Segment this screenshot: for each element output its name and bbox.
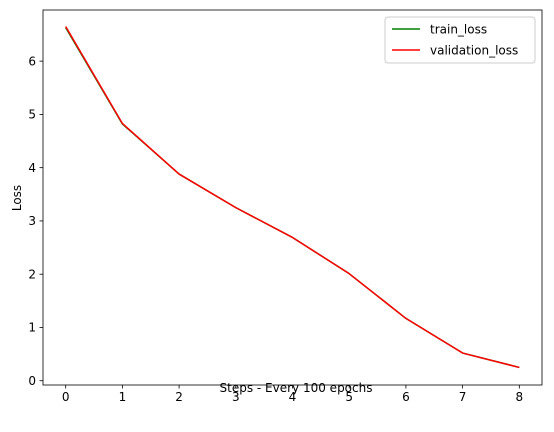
y-axis: 0 1 2 3 4 5 6 — [28, 54, 43, 388]
legend-label-train-loss: train_loss — [430, 22, 487, 36]
x-axis-label: Steps - Every 100 epochs — [220, 381, 373, 395]
legend-label-validation-loss: validation_loss — [430, 43, 518, 57]
x-tick-label: 0 — [62, 390, 70, 404]
series-line-validation-loss — [65, 26, 520, 369]
x-axis: 0 1 2 3 4 5 6 7 8 — [62, 385, 523, 404]
y-tick-label: 3 — [28, 214, 36, 228]
y-tick-label: 2 — [28, 267, 36, 281]
legend-frame — [384, 16, 536, 64]
x-tick-label: 7 — [459, 390, 467, 404]
y-tick-label: 1 — [28, 321, 36, 335]
x-tick-label: 2 — [175, 390, 183, 404]
y-tick-label: 6 — [28, 54, 36, 68]
y-tick-label: 4 — [28, 161, 36, 175]
legend: train_loss validation_loss — [384, 16, 536, 64]
x-tick-label: 5 — [345, 390, 353, 404]
x-tick-label: 6 — [402, 390, 410, 404]
x-tick-label: 8 — [515, 390, 523, 404]
x-tick-label: 4 — [289, 390, 297, 404]
y-tick-label: 5 — [28, 108, 36, 122]
x-tick-label: 3 — [232, 390, 240, 404]
y-axis-label: Loss — [10, 185, 24, 211]
x-tick-label: 1 — [119, 390, 127, 404]
y-tick-label: 0 — [28, 374, 36, 388]
